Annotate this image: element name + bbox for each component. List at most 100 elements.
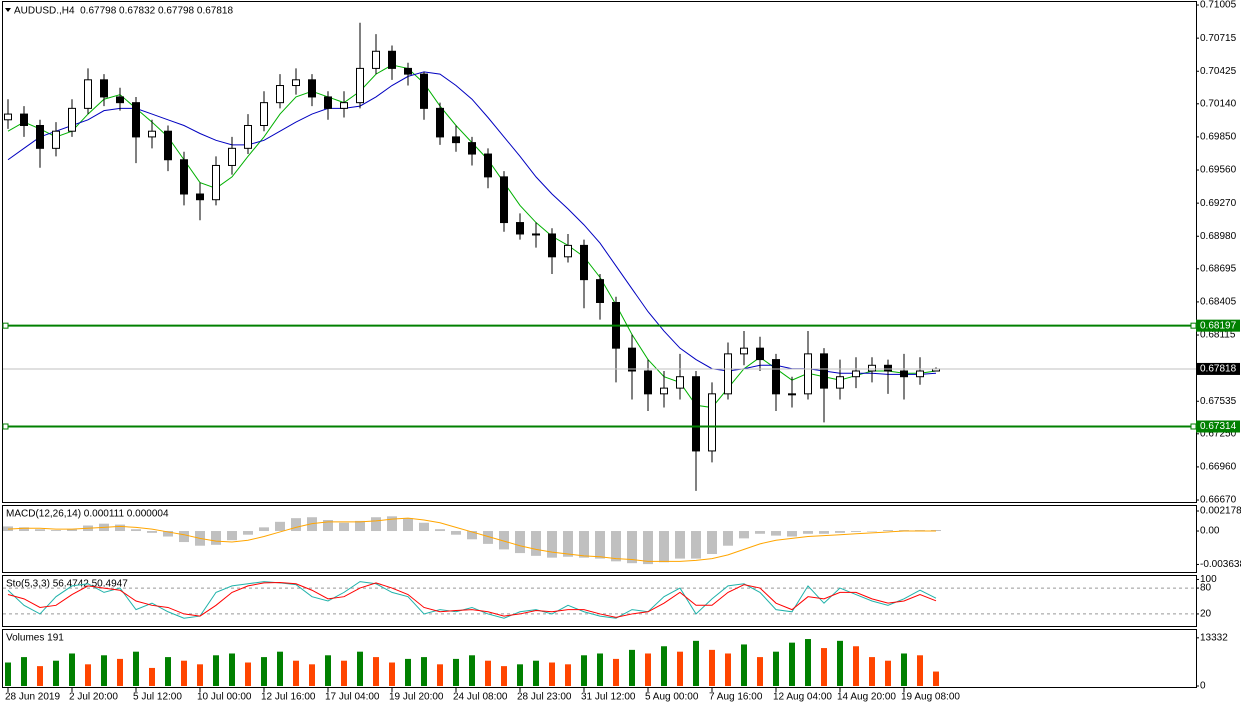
macd-bar bbox=[659, 531, 669, 563]
candle-body bbox=[596, 279, 604, 303]
volume-panel bbox=[2, 629, 1197, 688]
macd-bar bbox=[227, 531, 237, 541]
macd-bar bbox=[531, 531, 541, 556]
x-tick-label: 10 Jul 00:00 bbox=[197, 692, 252, 703]
candle-body bbox=[388, 50, 396, 69]
volume-bar bbox=[405, 658, 411, 686]
volume-bar bbox=[85, 664, 91, 686]
candle-body bbox=[340, 102, 348, 109]
menu-arrow[interactable] bbox=[5, 8, 11, 12]
macd-bar bbox=[163, 531, 173, 537]
x-tick-label: 17 Jul 04:00 bbox=[325, 692, 380, 703]
macd-bar bbox=[259, 527, 269, 532]
volume-bar bbox=[325, 655, 331, 686]
volume-bar bbox=[741, 644, 747, 686]
volume-bar bbox=[261, 657, 267, 686]
macd-bar bbox=[451, 531, 461, 535]
price-label-box bbox=[1196, 420, 1240, 433]
macd-bar bbox=[51, 530, 61, 532]
candle-body bbox=[68, 107, 76, 132]
volume-bar bbox=[117, 658, 123, 686]
line-handle bbox=[1190, 423, 1197, 430]
candle-body bbox=[372, 50, 380, 69]
y-tick-label: 0.67250 bbox=[1200, 428, 1237, 439]
candle-body bbox=[212, 164, 220, 201]
volume-bar bbox=[309, 664, 315, 686]
x-tick-label: 5 Jul 12:00 bbox=[133, 692, 182, 703]
y-tick-label: 0.68980 bbox=[1200, 231, 1237, 242]
volume-bar bbox=[213, 655, 219, 686]
candle-body bbox=[244, 124, 252, 149]
volume-bar bbox=[341, 660, 347, 686]
volume-bar bbox=[197, 664, 203, 686]
y-tick-label: 0 bbox=[1200, 681, 1206, 692]
candle-body bbox=[356, 67, 364, 104]
volume-bar bbox=[293, 660, 299, 686]
stoch-title: Sto(5,3,3) 56.4742 50.4947 bbox=[6, 579, 128, 590]
candle-body bbox=[4, 113, 12, 121]
candle-body bbox=[276, 85, 284, 104]
candle-body bbox=[84, 79, 92, 109]
candle-body bbox=[564, 244, 572, 258]
candle-body bbox=[100, 79, 108, 98]
candle-body bbox=[788, 393, 796, 396]
y-tick-label: 0.69560 bbox=[1200, 165, 1237, 176]
candle-body bbox=[900, 370, 908, 378]
macd-bar bbox=[867, 531, 877, 532]
candle-body bbox=[292, 79, 300, 87]
candle-body bbox=[804, 353, 812, 395]
volume-bar bbox=[501, 666, 507, 686]
y-tick-label: 20 bbox=[1200, 609, 1212, 620]
macd-bar bbox=[147, 531, 157, 533]
x-tick-label: 19 Aug 08:00 bbox=[901, 692, 960, 703]
volume-bar bbox=[453, 658, 459, 686]
macd-bar bbox=[739, 531, 749, 539]
candle-body bbox=[260, 102, 268, 126]
macd-bar bbox=[419, 522, 429, 532]
candle-body bbox=[772, 359, 780, 395]
y-tick-label: 0.68115 bbox=[1200, 330, 1236, 341]
x-tick-label: 28 Jun 2019 bbox=[5, 692, 60, 703]
volume-bar bbox=[133, 651, 139, 686]
candle-body bbox=[180, 159, 188, 195]
volume-bar bbox=[485, 660, 491, 686]
y-tick-label: 0.70140 bbox=[1200, 98, 1237, 109]
volume-bar bbox=[933, 671, 939, 686]
macd-bar bbox=[19, 527, 29, 532]
candle-body bbox=[148, 130, 156, 138]
macd-bar bbox=[755, 531, 765, 534]
volume-bar bbox=[677, 651, 683, 686]
volume-bar bbox=[21, 657, 27, 686]
macd-bar bbox=[643, 531, 653, 565]
candle-body bbox=[692, 376, 700, 452]
candle-body bbox=[20, 113, 28, 126]
volume-bar bbox=[693, 640, 699, 686]
candle-body bbox=[532, 233, 540, 236]
candle-body bbox=[420, 73, 428, 109]
macd-bar bbox=[515, 531, 525, 554]
stoch-line bbox=[7, 581, 937, 619]
volume-bar bbox=[901, 653, 907, 686]
macd-bar bbox=[931, 530, 941, 532]
volume-bar bbox=[533, 660, 539, 686]
candle-body bbox=[308, 79, 316, 98]
candle-body bbox=[852, 370, 860, 378]
candle-body bbox=[580, 244, 588, 281]
stoch-line bbox=[7, 581, 937, 618]
volume-bar bbox=[917, 655, 923, 686]
y-tick-label: 0.70715 bbox=[1200, 33, 1237, 44]
candle-body bbox=[676, 376, 684, 389]
moving-average bbox=[7, 71, 937, 375]
candle-body bbox=[836, 376, 844, 389]
candle-body bbox=[36, 124, 44, 149]
macd-bar bbox=[35, 529, 45, 532]
candle-body bbox=[436, 107, 444, 138]
candle-body bbox=[404, 67, 412, 75]
candle-body bbox=[644, 370, 652, 395]
volume-bar bbox=[101, 655, 107, 686]
candle-body bbox=[884, 364, 892, 372]
volume-bar bbox=[613, 658, 619, 686]
volume-bar bbox=[69, 653, 75, 686]
